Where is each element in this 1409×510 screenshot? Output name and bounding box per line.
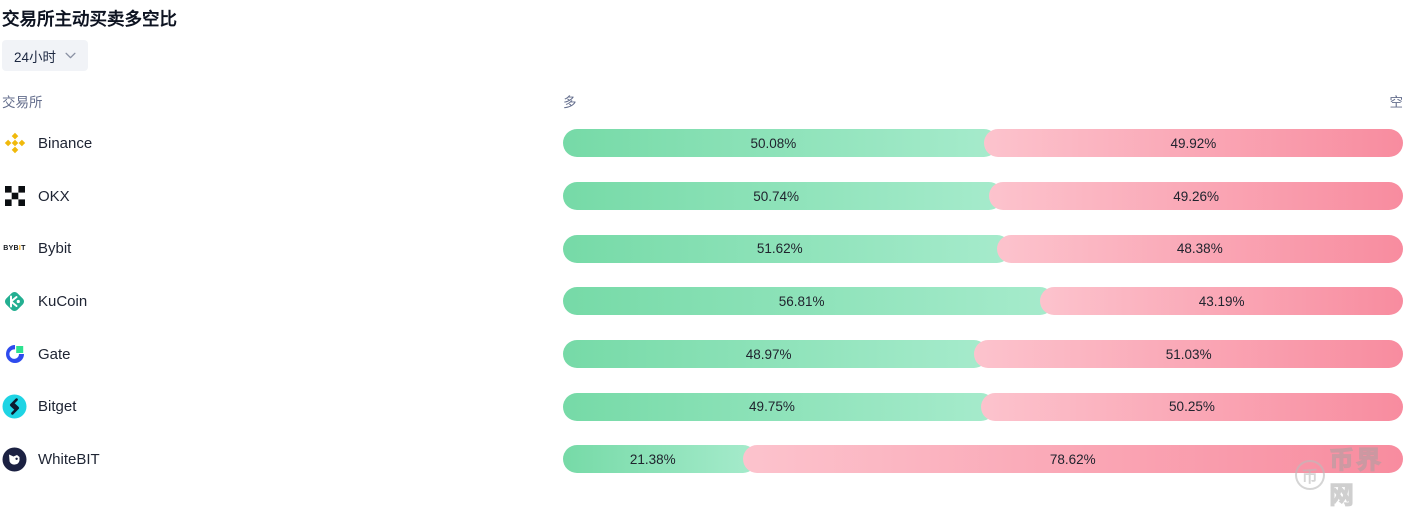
exchange-cell[interactable]: BYBIT Bybit xyxy=(2,236,563,261)
ratio-bar[interactable]: 50.08% 49.92% xyxy=(563,129,1403,158)
short-value: 50.25% xyxy=(1169,399,1215,415)
exchange-cell[interactable]: OKX xyxy=(2,184,563,209)
okx-icon xyxy=(4,186,25,207)
exchange-name: OKX xyxy=(38,187,70,205)
exchange-icon-slot xyxy=(2,289,27,314)
exchange-icon-slot xyxy=(2,184,27,209)
long-value: 50.08% xyxy=(750,135,797,151)
exchange-icon-slot: BYBIT xyxy=(2,236,27,261)
exchange-icon-slot xyxy=(2,394,27,419)
exchange-name: Binance xyxy=(38,134,93,152)
long-value: 21.38% xyxy=(629,451,676,467)
exchange-cell[interactable]: Gate xyxy=(2,342,563,367)
exchange-cell[interactable]: Binance xyxy=(2,131,563,156)
chevron-down-icon xyxy=(65,52,76,59)
exchange-name: Gate xyxy=(38,345,71,363)
ratio-bar[interactable]: 51.62% 48.38% xyxy=(563,234,1403,263)
long-bar-segment xyxy=(563,182,1004,211)
table-row: Binance 50.08% 49.92% xyxy=(2,117,1403,170)
ratio-bar[interactable]: 56.81% 43.19% xyxy=(563,287,1403,316)
short-value: 49.26% xyxy=(1173,188,1219,204)
header-long: 多 xyxy=(563,95,577,110)
exchange-long-short-panel: 交易所主动买卖多空比 24小时 交易所 多 空 Binance xyxy=(2,9,1403,510)
short-bar-segment xyxy=(989,182,1403,211)
ratio-bar[interactable]: 49.75% 50.25% xyxy=(563,392,1403,421)
table-header: 交易所 多 空 xyxy=(2,91,1403,111)
short-bar-segment xyxy=(742,445,1403,474)
short-value: 49.92% xyxy=(1170,135,1217,151)
table-row: WhiteBIT 21.38% 78.62% xyxy=(2,433,1403,486)
short-bar-segment xyxy=(983,129,1403,158)
short-value: 78.62% xyxy=(1049,451,1096,467)
table-row: OKX 50.74% 49.26% xyxy=(2,170,1403,223)
short-value: 51.03% xyxy=(1165,346,1212,362)
exchange-name: Bybit xyxy=(38,240,72,258)
timeframe-dropdown[interactable]: 24小时 xyxy=(2,40,89,71)
long-bar-segment xyxy=(563,234,1011,263)
exchange-cell[interactable]: Bitget xyxy=(2,394,563,419)
short-bar-segment xyxy=(1040,287,1403,316)
table-row: Gate 48.97% 51.03% xyxy=(2,328,1403,381)
long-value: 48.97% xyxy=(745,346,792,362)
header-exchange: 交易所 xyxy=(2,95,43,110)
exchange-cell[interactable]: WhiteBIT xyxy=(2,447,563,472)
exchange-name: Bitget xyxy=(38,398,77,416)
bitget-icon xyxy=(2,394,27,419)
ratio-bar[interactable]: 48.97% 51.03% xyxy=(563,340,1403,369)
table-row: KuCoin 56.81% 43.19% xyxy=(2,275,1403,328)
exchange-icon-slot xyxy=(2,342,27,367)
long-bar-segment xyxy=(563,340,989,369)
long-value: 56.81% xyxy=(778,293,825,309)
table-row: Bitget 49.75% 50.25% xyxy=(2,380,1403,433)
long-bar-segment xyxy=(563,445,757,474)
whitebit-icon xyxy=(2,447,27,472)
gate-icon xyxy=(5,345,24,364)
long-value: 50.74% xyxy=(753,188,799,204)
long-value: 49.75% xyxy=(749,399,795,415)
short-bar-segment xyxy=(980,392,1403,421)
long-bar-segment xyxy=(563,287,1055,316)
bybit-icon: BYBIT xyxy=(3,245,26,253)
long-value: 51.62% xyxy=(756,241,803,257)
exchange-name: KuCoin xyxy=(38,292,88,310)
long-bar-segment xyxy=(563,392,995,421)
exchange-cell[interactable]: KuCoin xyxy=(2,289,563,314)
short-bar-segment xyxy=(996,234,1403,263)
ratio-bar[interactable]: 21.38% 78.62% xyxy=(563,445,1403,474)
page-title: 交易所主动买卖多空比 xyxy=(2,9,177,29)
header-short: 空 xyxy=(1389,95,1404,110)
kucoin-icon xyxy=(4,291,25,311)
long-bar-segment xyxy=(563,129,998,158)
exchange-icon-slot xyxy=(2,447,27,472)
table-row: BYBIT Bybit 51.62% 48.38% xyxy=(2,222,1403,275)
ratio-bar[interactable]: 50.74% 49.26% xyxy=(563,182,1403,211)
exchange-icon-slot xyxy=(2,131,27,156)
short-bar-segment xyxy=(974,340,1403,369)
timeframe-value: 24小时 xyxy=(14,49,57,65)
short-value: 48.38% xyxy=(1176,241,1223,257)
exchange-name: WhiteBIT xyxy=(38,450,100,468)
binance-icon xyxy=(4,133,25,154)
short-value: 43.19% xyxy=(1198,293,1245,309)
exchange-rows: Binance 50.08% 49.92% OKX 50.74% 49.26% xyxy=(2,117,1403,486)
